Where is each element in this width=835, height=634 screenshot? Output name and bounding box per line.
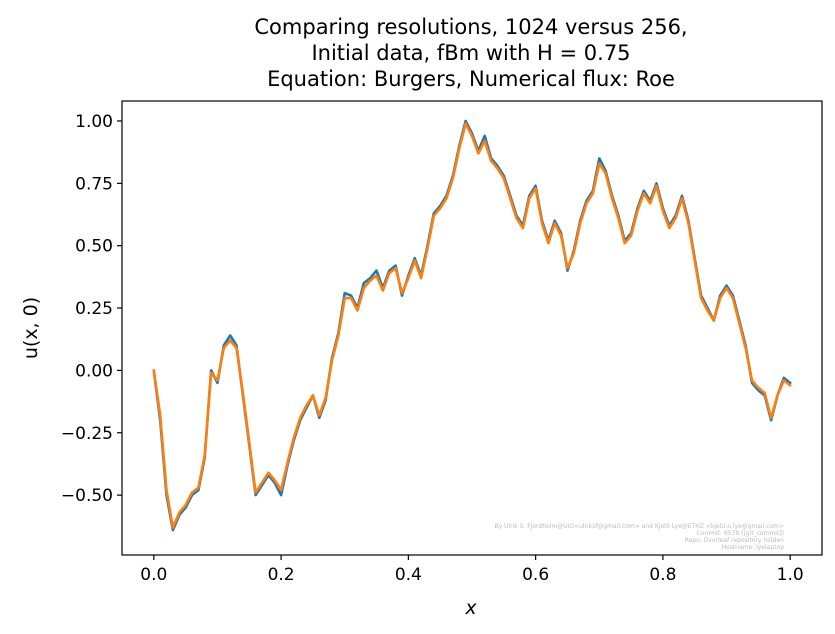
x-axis-label: x: [464, 597, 477, 619]
y-tick-label: 0.25: [75, 299, 113, 319]
watermark-line-4: Hostname: lyelaptop: [722, 544, 785, 551]
x-tick-label: 1.0: [777, 565, 804, 585]
y-tick-label: 0.50: [75, 237, 113, 257]
watermark-line-1: By Ulrik S. Fjordholm@UiO<ulriksf@gmail.…: [494, 523, 784, 530]
series-layer: [152, 119, 792, 532]
y-tick-label: 1.00: [75, 112, 113, 132]
series-line-2: [152, 122, 792, 529]
x-axis-ticks: 0.0 0.2 0.4 0.6 0.8 1.0: [140, 555, 804, 585]
y-tick-label: −0.50: [61, 486, 113, 506]
x-tick-label: 0.4: [395, 565, 422, 585]
y-tick-label: 0.00: [75, 361, 113, 381]
x-tick-label: 0.0: [140, 565, 167, 585]
chart-title: Comparing resolutions, 1024 versus 256, …: [254, 15, 687, 91]
x-tick-label: 0.6: [522, 565, 549, 585]
title-line-2: Initial data, fBm with H = 0.75: [311, 41, 630, 65]
watermark-line-3: Repo: Overleaf repository hidden: [685, 537, 785, 544]
x-tick-label: 0.2: [268, 565, 295, 585]
watermark-line-2: Commit: 6578 ([git_commit]): [696, 530, 784, 537]
plot-frame: [121, 100, 823, 556]
title-line-3: Equation: Burgers, Numerical flux: Roe: [267, 67, 675, 91]
y-tick-label: −0.25: [61, 424, 113, 444]
y-axis-ticks: −0.50 −0.25 0.00 0.25 0.50 0.75 1.00: [61, 112, 122, 506]
watermark: By Ulrik S. Fjordholm@UiO<ulriksf@gmail.…: [494, 523, 784, 551]
y-tick-label: 0.75: [75, 174, 113, 194]
y-axis-label: u(x, 0): [20, 297, 42, 359]
title-line-1: Comparing resolutions, 1024 versus 256,: [254, 15, 687, 39]
x-tick-label: 0.8: [649, 565, 676, 585]
plot-area: [121, 100, 823, 556]
